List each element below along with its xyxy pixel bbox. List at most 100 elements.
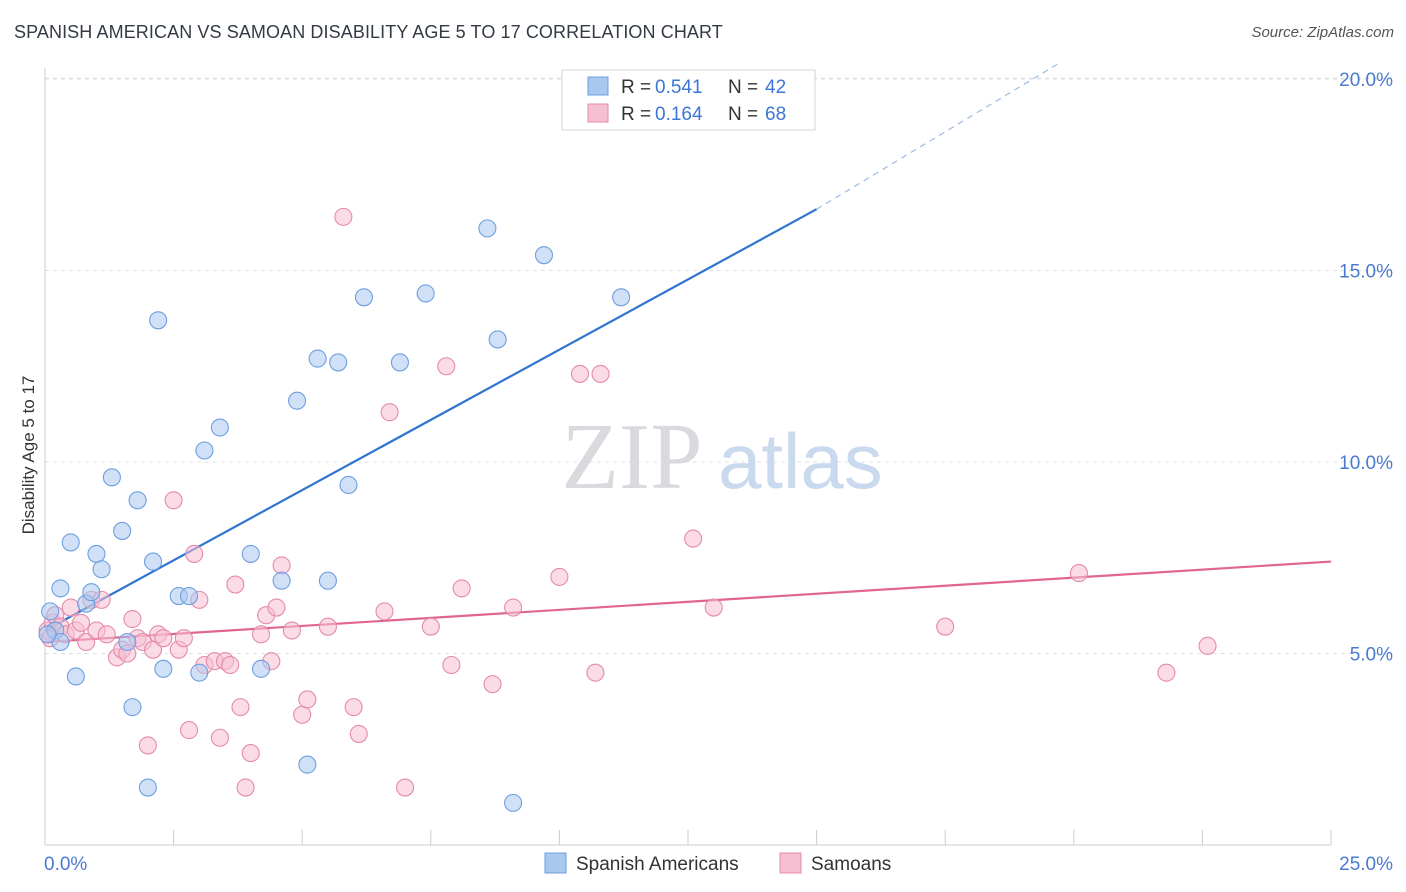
- samoans-point: [349, 724, 368, 743]
- samoans-point: [282, 621, 301, 640]
- samoans-point: [174, 629, 193, 648]
- y-tick-label: 5.0%: [1350, 645, 1393, 666]
- spanish-americans-point: [92, 560, 111, 579]
- legend-swatch-pink: [587, 103, 609, 123]
- samoans-point: [97, 625, 116, 644]
- samoans-point: [591, 364, 610, 383]
- samoans-point: [77, 632, 96, 652]
- samoans-point: [231, 698, 250, 717]
- spanish-americans-point: [138, 778, 157, 797]
- spanish-americans-point: [195, 441, 214, 460]
- samoans-point: [123, 609, 142, 629]
- samoans-point: [586, 663, 605, 682]
- spanish-americans-point: [61, 533, 80, 552]
- spanish-americans-point: [272, 571, 291, 590]
- spanish-americans-point: [478, 219, 497, 238]
- watermark: ZIP atlas: [562, 405, 883, 509]
- spanish-americans-point: [128, 491, 147, 510]
- legend-blue-n-value: 42: [765, 77, 786, 98]
- samoans-point: [221, 655, 240, 675]
- y-axis-label: Disability Age 5 to 17: [19, 376, 38, 535]
- samoans-point: [154, 629, 173, 648]
- x-tick-label: 25.0%: [1339, 854, 1393, 875]
- legend-pink-r-label: R =: [621, 104, 651, 125]
- spanish-americans-point: [329, 353, 348, 372]
- samoans-point: [550, 567, 569, 586]
- legend-blue-n-label: N =: [728, 77, 758, 98]
- spanish-americans-point: [113, 521, 132, 540]
- spanish-americans-point: [251, 659, 271, 678]
- samoans-point: [437, 357, 456, 376]
- chart-title: SPANISH AMERICAN VS SAMOAN DISABILITY AG…: [14, 22, 723, 42]
- y-tick-label: 15.0%: [1339, 262, 1393, 283]
- spanish-americans-point: [179, 586, 199, 606]
- spanish-americans-point: [38, 625, 57, 644]
- spanish-americans-point: [390, 353, 409, 372]
- spanish-americans-point: [288, 391, 307, 410]
- samoans-point: [1198, 636, 1217, 655]
- y-tick-label: 10.0%: [1339, 453, 1393, 474]
- bottom-legend-samoans: Samoans: [811, 854, 891, 875]
- samoans-point: [442, 655, 461, 675]
- y-tick-labels: 5.0% 10.0% 15.0% 20.0%: [1339, 70, 1393, 666]
- spanish-americans-point: [488, 330, 507, 349]
- spanish-americans-point: [149, 311, 168, 330]
- samoans-point: [1157, 663, 1176, 682]
- legend-blue-r-label: R =: [621, 77, 651, 98]
- spanish-americans-point: [51, 579, 70, 598]
- spanish-americans-point: [143, 552, 163, 571]
- spanish-americans-point: [41, 602, 60, 621]
- spanish-americans-point: [308, 349, 327, 368]
- spanish-americans-point: [118, 632, 137, 652]
- spanish-americans-point: [154, 659, 173, 678]
- x-tick-labels: 0.0% 25.0%: [44, 854, 1393, 875]
- watermark-atlas: atlas: [718, 417, 883, 505]
- spanish-americans-point: [504, 793, 523, 812]
- samoans-point: [293, 705, 312, 724]
- spanish-americans-points: [38, 219, 631, 812]
- samoans-point: [334, 207, 353, 226]
- samoans-points: [38, 207, 1217, 797]
- legend-blue-r-value: 0.541: [655, 77, 703, 98]
- samoans-trend-line: [44, 560, 1332, 644]
- samoans-point: [272, 556, 291, 575]
- spanish-americans-trend-line: [44, 208, 818, 632]
- legend-pink-n-value: 68: [765, 104, 786, 125]
- samoans-point: [185, 544, 204, 563]
- spanish-americans-point: [612, 288, 631, 307]
- legend-pink-n-label: N =: [728, 104, 758, 125]
- samoans-point: [236, 778, 255, 797]
- samoans-point: [298, 690, 317, 709]
- samoans-point: [421, 617, 440, 636]
- samoans-point: [375, 602, 394, 621]
- samoans-point: [61, 598, 80, 617]
- samoans-point: [164, 491, 183, 510]
- samoans-point: [210, 728, 229, 747]
- spanish-americans-point: [298, 755, 317, 774]
- legend: R = 0.541 N = 42 R = 0.164 N = 68: [561, 69, 816, 131]
- samoans-point: [251, 625, 271, 644]
- spanish-americans-point: [210, 418, 229, 437]
- source-credit: Source: ZipAtlas.com: [1251, 24, 1394, 41]
- spanish-americans-point: [534, 246, 554, 265]
- spanish-americans-point: [318, 571, 337, 590]
- samoans-point: [318, 617, 337, 636]
- bottom-legend-swatch-pink: [779, 852, 802, 874]
- trend-lines: [44, 63, 1332, 644]
- spanish-americans-point: [241, 544, 260, 563]
- bottom-legend-spanish-americans: Spanish Americans: [576, 854, 739, 875]
- bottom-legend-swatch-blue: [544, 852, 567, 874]
- watermark-zip: ZIP: [562, 405, 703, 509]
- samoans-point: [483, 675, 502, 694]
- samoans-point: [267, 598, 286, 617]
- axes: [44, 68, 1332, 846]
- samoans-point: [241, 744, 260, 763]
- samoans-point: [1069, 564, 1088, 583]
- samoans-point: [226, 575, 245, 594]
- samoans-point: [179, 721, 199, 740]
- y-tick-label: 20.0%: [1339, 70, 1393, 91]
- spanish-americans-point: [82, 583, 101, 602]
- spanish-americans-point: [123, 698, 142, 717]
- spanish-americans-point: [87, 544, 106, 563]
